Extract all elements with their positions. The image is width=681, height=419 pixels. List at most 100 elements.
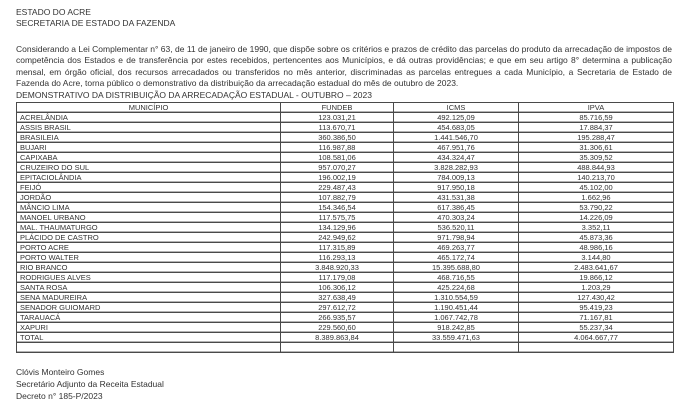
- cell-municipio: [16, 342, 281, 354]
- cell-ipva: 53.790,22: [518, 202, 674, 214]
- table-row: EPITACIOLÂNDIA 196.002,19 784.009,13 140…: [16, 172, 674, 184]
- cell-icms: 434.324,47: [393, 152, 519, 164]
- cell-fundeb: 123.031,21: [280, 112, 394, 124]
- cell-ipva: 4.064.667,77: [518, 332, 674, 344]
- cell-municipio: JORDÃO: [16, 192, 281, 204]
- cell-fundeb: 113.670,71: [280, 122, 394, 134]
- cell-icms: [393, 342, 519, 354]
- cell-ipva: 3.144,80: [518, 252, 674, 264]
- cell-municipio: SENA MADUREIRA: [16, 292, 281, 304]
- cell-icms: 454.683,05: [393, 122, 519, 134]
- cell-municipio: EPITACIOLÂNDIA: [16, 172, 281, 184]
- cell-fundeb: 117.315,89: [280, 242, 394, 254]
- cell-icms: 1.310.554,59: [393, 292, 519, 304]
- cell-municipio: CRUZEIRO DO SUL: [16, 162, 281, 174]
- table-row: [16, 342, 674, 354]
- table-row: RIO BRANCO 3.848.920,33 15.395.688,80 2.…: [16, 262, 674, 274]
- table-row: TOTAL 8.389.863,84 33.559.471,63 4.064.6…: [16, 332, 674, 344]
- cell-municipio: FEIJÓ: [16, 182, 281, 194]
- cell-icms: 470.303,24: [393, 212, 519, 224]
- table-row: FEIJÓ 229.487,43 917.950,18 45.102,00: [16, 182, 674, 194]
- cell-icms: 33.559.471,63: [393, 332, 519, 344]
- table-row: ASSIS BRASIL 113.670,71 454.683,05 17.88…: [16, 122, 674, 134]
- cell-ipva: 85.716,59: [518, 112, 674, 124]
- cell-municipio: MÂNCIO LIMA: [16, 202, 281, 214]
- cell-fundeb: 134.129,96: [280, 222, 394, 234]
- cell-ipva: 35.309,52: [518, 152, 674, 164]
- cell-icms: 617.386,45: [393, 202, 519, 214]
- cell-icms: 971.798,94: [393, 232, 519, 244]
- cell-municipio: BRASILEIA: [16, 132, 281, 144]
- signature-block: Clóvis Monteiro Gomes Secretário Adjunto…: [16, 366, 672, 402]
- cell-fundeb: 3.848.920,33: [280, 262, 394, 274]
- cell-ipva: 1.203,29: [518, 282, 674, 294]
- table-body: ACRELÂNDIA 123.031,21 492.125,09 85.716,…: [16, 112, 674, 354]
- table-row: SENA MADUREIRA 327.638,49 1.310.554,59 1…: [16, 292, 674, 304]
- cell-ipva: 2.483.641,67: [518, 262, 674, 274]
- considerations-paragraph: Considerando a Lei Complementar n° 63, d…: [16, 44, 672, 89]
- table-row: PORTO ACRE 117.315,89 469.263,77 48.986,…: [16, 242, 674, 254]
- table-row: MAL. THAUMATURGO 134.129,96 536.520,11 3…: [16, 222, 674, 234]
- column-header-fundeb: FUNDEB: [280, 102, 394, 114]
- cell-fundeb: 242.949,62: [280, 232, 394, 244]
- cell-ipva: 17.884,37: [518, 122, 674, 134]
- cell-municipio: SENADOR GUIOMARD: [16, 302, 281, 314]
- table-row: PLÁCIDO DE CASTRO 242.949,62 971.798,94 …: [16, 232, 674, 244]
- cell-ipva: 19.866,12: [518, 272, 674, 284]
- cell-ipva: 3.352,11: [518, 222, 674, 234]
- cell-fundeb: 229.560,60: [280, 322, 394, 334]
- cell-fundeb: 108.581,06: [280, 152, 394, 164]
- cell-ipva: [518, 342, 674, 354]
- cell-fundeb: 229.487,43: [280, 182, 394, 194]
- cell-municipio: MANOEL URBANO: [16, 212, 281, 224]
- cell-fundeb: 107.882,79: [280, 192, 394, 204]
- cell-icms: 468.716,55: [393, 272, 519, 284]
- table-row: JORDÃO 107.882,79 431.531,38 1.662,96: [16, 192, 674, 204]
- cell-fundeb: 117.575,75: [280, 212, 394, 224]
- cell-municipio: ACRELÂNDIA: [16, 112, 281, 124]
- cell-fundeb: 327.638,49: [280, 292, 394, 304]
- table-row: BUJARI 116.987,88 467.951,76 31.306,61: [16, 142, 674, 154]
- cell-icms: 1.190.451,44: [393, 302, 519, 314]
- secretariat-name: SECRETARIA DE ESTADO DA FAZENDA: [16, 18, 176, 28]
- cell-fundeb: 266.935,57: [280, 312, 394, 324]
- state-name: ESTADO DO ACRE: [16, 7, 91, 17]
- cell-municipio: TOTAL: [16, 332, 281, 344]
- revenue-distribution-table: MUNICÍPIO FUNDEB ICMS IPVA ACRELÂNDIA 12…: [16, 102, 674, 354]
- column-header-ipva: IPVA: [518, 102, 674, 114]
- table-title: DEMONSTRATIVO DA DISTRIBUIÇÃO DA ARRECAD…: [16, 89, 372, 100]
- cell-municipio: RODRIGUES ALVES: [16, 272, 281, 284]
- cell-municipio: SANTA ROSA: [16, 282, 281, 294]
- cell-icms: 15.395.688,80: [393, 262, 519, 274]
- cell-ipva: 45.102,00: [518, 182, 674, 194]
- cell-icms: 917.950,18: [393, 182, 519, 194]
- table-row: SANTA ROSA 106.306,12 425.224,68 1.203,2…: [16, 282, 674, 294]
- cell-ipva: 45.873,36: [518, 232, 674, 244]
- cell-ipva: 1.662,96: [518, 192, 674, 204]
- cell-icms: 1.067.742,78: [393, 312, 519, 324]
- cell-ipva: 127.430,42: [518, 292, 674, 304]
- signer-name: Clóvis Monteiro Gomes: [16, 367, 105, 378]
- cell-ipva: 14.226,09: [518, 212, 674, 224]
- table-row: MÂNCIO LIMA 154.346,54 617.386,45 53.790…: [16, 202, 674, 214]
- cell-municipio: PORTO WALTER: [16, 252, 281, 264]
- cell-municipio: XAPURI: [16, 322, 281, 334]
- table-row: PORTO WALTER 116.293,13 465.172,74 3.144…: [16, 252, 674, 264]
- cell-icms: 467.951,76: [393, 142, 519, 154]
- cell-fundeb: 196.002,19: [280, 172, 394, 184]
- cell-ipva: 71.167,81: [518, 312, 674, 324]
- decree-number: Decreto n° 185-P/2023: [16, 391, 103, 402]
- cell-municipio: ASSIS BRASIL: [16, 122, 281, 134]
- cell-ipva: 195.288,47: [518, 132, 674, 144]
- cell-municipio: BUJARI: [16, 142, 281, 154]
- signer-title: Secretário Adjunto da Receita Estadual: [16, 379, 164, 390]
- cell-fundeb: 360.386,50: [280, 132, 394, 144]
- cell-icms: 465.172,74: [393, 252, 519, 264]
- cell-fundeb: 297.612,72: [280, 302, 394, 314]
- cell-fundeb: 116.293,13: [280, 252, 394, 264]
- cell-icms: 431.531,38: [393, 192, 519, 204]
- cell-ipva: 488.844,93: [518, 162, 674, 174]
- cell-icms: 492.125,09: [393, 112, 519, 124]
- cell-fundeb: 154.346,54: [280, 202, 394, 214]
- document-header: ESTADO DO ACRE SECRETARIA DE ESTADO DA F…: [16, 7, 672, 29]
